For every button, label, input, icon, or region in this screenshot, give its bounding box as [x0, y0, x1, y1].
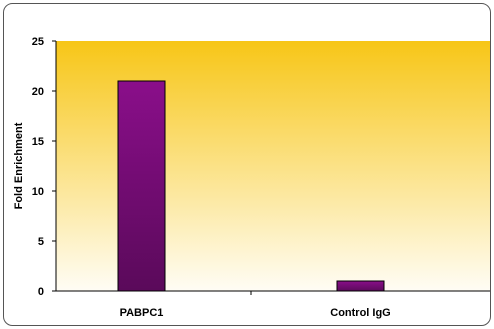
bar-pabpc1	[117, 80, 166, 292]
x-tick-label: Control IgG	[330, 307, 391, 319]
y-tick-label: 25	[32, 36, 44, 48]
y-tick-label: 0	[38, 286, 44, 298]
x-tick-label: PABPC1	[120, 307, 164, 319]
y-tick-label: 10	[32, 186, 44, 198]
y-tick-label: 5	[38, 236, 44, 248]
y-tick-label: 20	[32, 86, 44, 98]
y-axis-title: Fold Enrichment	[13, 122, 25, 209]
bar-control-igg	[336, 280, 385, 292]
y-tick-label: 15	[32, 136, 44, 148]
axis-layer: PABPC1 Control IgG 0 5 10 15 20 25	[32, 36, 490, 319]
